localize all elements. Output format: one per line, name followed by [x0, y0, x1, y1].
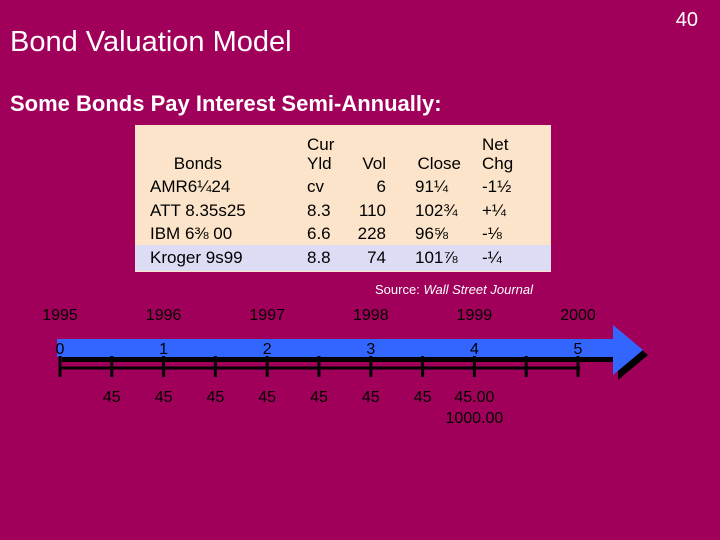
table-header: Vol	[362, 154, 386, 173]
period-label: 3	[366, 341, 376, 358]
table-cell: 6.6	[307, 224, 331, 243]
year-label: 1995	[42, 307, 78, 324]
table-header: Yld	[307, 154, 332, 173]
table-cell: 96⅝	[415, 224, 449, 243]
table-cell: 101⅞	[415, 247, 458, 267]
period-label: 5	[573, 341, 583, 358]
table-cell: cv	[307, 177, 324, 196]
year-label: 1996	[145, 307, 182, 324]
table-cell: Kroger 9s99	[150, 247, 243, 267]
table-cell: -⅛	[482, 224, 502, 243]
cash-flow: 45	[154, 389, 173, 406]
table-header: Cur	[307, 135, 335, 154]
table-header: Bonds	[173, 154, 222, 173]
period-label: 4	[469, 341, 479, 358]
principal: 1000.00	[445, 410, 504, 427]
source: Source: Wall Street Journal	[375, 283, 533, 296]
period-label: 0	[55, 341, 65, 358]
year-label: 1998	[353, 307, 389, 324]
table-header: Close	[417, 154, 461, 173]
table-cell: 6	[376, 177, 386, 196]
cash-flow: 45	[206, 389, 225, 406]
year-label: 2000	[560, 307, 596, 324]
table-cell: 110	[358, 200, 386, 220]
page-number: 40	[675, 9, 698, 31]
table-cell: 228	[357, 224, 386, 243]
cash-flow: 45	[413, 389, 432, 406]
cash-flow: 45.00	[454, 389, 495, 406]
table-cell: ATT 8.35s25	[150, 200, 246, 220]
period-label: 1	[159, 341, 169, 358]
table-header: Chg	[482, 154, 514, 173]
table-cell: 91¼	[415, 177, 449, 196]
year-label: 1999	[456, 307, 493, 324]
table-cell: 8.3	[307, 200, 331, 220]
subtitle: Some Bonds Pay Interest Semi-Annually:	[10, 91, 442, 116]
period-label: 2	[262, 341, 272, 358]
table-cell: 74	[367, 247, 386, 267]
row-highlight	[135, 245, 551, 271]
table-cell: -1½	[482, 177, 512, 196]
table-cell: 102¾	[415, 200, 458, 220]
table-cell: +¼	[482, 200, 507, 220]
table-cell: AMR6¼24	[150, 177, 231, 196]
source-label: Source:	[375, 282, 420, 297]
source-publication: Wall Street Journal	[423, 282, 534, 297]
table-cell: 8.8	[307, 247, 331, 267]
cash-flow: 45	[310, 389, 328, 406]
cash-flow: 45	[361, 389, 380, 406]
table-cell: -¼	[482, 247, 502, 267]
cash-flow: 45	[258, 389, 277, 406]
arrow-shaft	[57, 339, 613, 357]
arrow-head	[613, 325, 643, 375]
title: Bond Valuation Model	[10, 26, 292, 58]
cash-flow: 45	[102, 389, 121, 406]
year-label: 1997	[249, 307, 285, 324]
table-cell: IBM 6⅜ 00	[150, 224, 233, 243]
table-header: Net	[482, 135, 509, 154]
